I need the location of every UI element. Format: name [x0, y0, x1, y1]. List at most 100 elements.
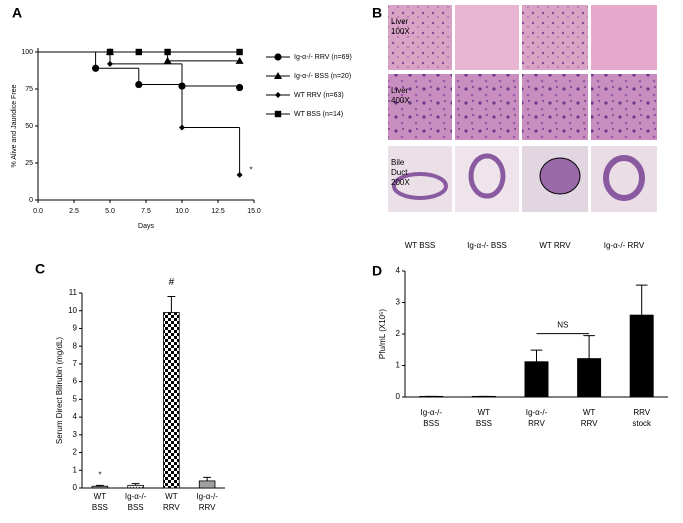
panel-letter: D [372, 263, 382, 279]
y-tick-label: 0 [73, 483, 78, 492]
row-label: Duct [391, 168, 408, 177]
marker [164, 48, 171, 56]
error-bar [167, 296, 176, 313]
y-tick-label: 3 [396, 298, 401, 307]
image [522, 5, 588, 70]
legend-marker [274, 53, 282, 61]
y-tick-label: 50 [25, 123, 33, 130]
y-tick-label: 5 [73, 394, 78, 403]
y-tick-label: 6 [73, 377, 78, 386]
row-label: Liver [391, 17, 409, 26]
x-tick-label: 7.5 [141, 208, 151, 215]
marker [236, 48, 243, 56]
marker [235, 56, 244, 64]
x-tick-label: 10.0 [175, 208, 189, 215]
x-tick-label: 12.5 [211, 208, 225, 215]
x-tick-label: 2.5 [69, 208, 79, 215]
y-tick-label: 1 [73, 465, 78, 474]
x-tick-label: Ig-α-/- [526, 408, 548, 417]
series [38, 51, 244, 92]
marker [236, 83, 244, 92]
y-tick-label: 11 [69, 288, 78, 297]
y-tick-label: 9 [73, 324, 78, 333]
x-tick-label: WT [165, 492, 178, 501]
marker [179, 124, 185, 131]
x-tick-label: BSS [92, 503, 108, 512]
column-label: Ig-α-/- RRV [604, 241, 645, 250]
bar [91, 485, 109, 489]
x-tick-label: WT [478, 408, 491, 417]
error-bar [131, 483, 140, 486]
bar [198, 480, 216, 489]
duct [392, 172, 448, 200]
y-tick-label: 0 [29, 197, 33, 204]
x-tick-label: RRV [528, 419, 545, 428]
y-tick-label: 2 [396, 329, 401, 338]
image [455, 5, 519, 70]
bar [524, 361, 549, 398]
y-axis-label: % Alive and Jaundice Free [11, 84, 18, 167]
x-tick-label: Ig-α-/- [196, 492, 218, 501]
legend-label: Ig-α-/- BSS (n=20) [294, 73, 351, 80]
series [38, 51, 243, 178]
legend-marker [274, 72, 282, 79]
legend-label: WT RRV (n=63) [294, 92, 344, 99]
bar [577, 358, 602, 398]
row-label: 400X [391, 96, 410, 105]
legend-label: Ig-α-/- RRV (n=69) [294, 54, 352, 61]
y-tick-label: 7 [73, 359, 78, 368]
duct [603, 155, 645, 201]
x-tick-label: 15.0 [247, 208, 261, 215]
marker [107, 60, 113, 67]
x-tick-label: Ig-α-/- [125, 492, 147, 501]
column-label: WT RRV [539, 241, 571, 250]
y-tick-label: 8 [73, 341, 78, 350]
legend-marker [274, 110, 282, 118]
x-tick-label: RRV [199, 503, 216, 512]
y-tick-label: 3 [73, 430, 78, 439]
image [591, 74, 657, 140]
legend-marker [275, 92, 281, 98]
x-tick-label: stock [632, 419, 652, 428]
row-label: Liver [391, 86, 409, 95]
y-axis-label: Pfu/mL (X10⁵) [378, 309, 387, 359]
y-tick-label: 4 [73, 412, 78, 421]
y-tick-label: 100 [21, 49, 33, 56]
image [388, 74, 452, 140]
marker [135, 48, 142, 56]
bar [163, 312, 180, 489]
x-tick-label: 5.0 [105, 208, 115, 215]
series [38, 48, 243, 56]
row-label: 200X [391, 178, 410, 187]
error-bar [203, 476, 212, 481]
image [522, 74, 588, 140]
y-tick-label: 1 [396, 361, 401, 370]
marker [92, 64, 100, 72]
x-tick-label: RRV [163, 503, 180, 512]
y-tick-label: 2 [73, 448, 78, 457]
image [591, 5, 657, 70]
column-label: WT BSS [405, 241, 436, 250]
x-tick-label: WT [583, 408, 596, 417]
annotation: * [98, 470, 101, 479]
bar [629, 314, 654, 398]
error-bar [583, 335, 595, 359]
x-tick-label: 0.0 [33, 208, 43, 215]
panel-letter: C [35, 261, 45, 277]
y-tick-label: 75 [25, 86, 33, 93]
duct [539, 157, 581, 195]
annotation: # [169, 277, 175, 288]
marker [106, 48, 114, 56]
y-axis-label: Serum Direct Bilirubin (mg/dL) [55, 337, 64, 444]
histology-panel [388, 5, 657, 212]
annotation: NS [557, 321, 568, 330]
y-tick-label: 10 [68, 306, 77, 315]
x-tick-label: BSS [423, 419, 439, 428]
bar [127, 484, 144, 489]
x-tick-label: BSS [128, 503, 144, 512]
error-bar [635, 284, 648, 316]
y-tick-label: 25 [25, 160, 33, 167]
marker [163, 56, 172, 64]
